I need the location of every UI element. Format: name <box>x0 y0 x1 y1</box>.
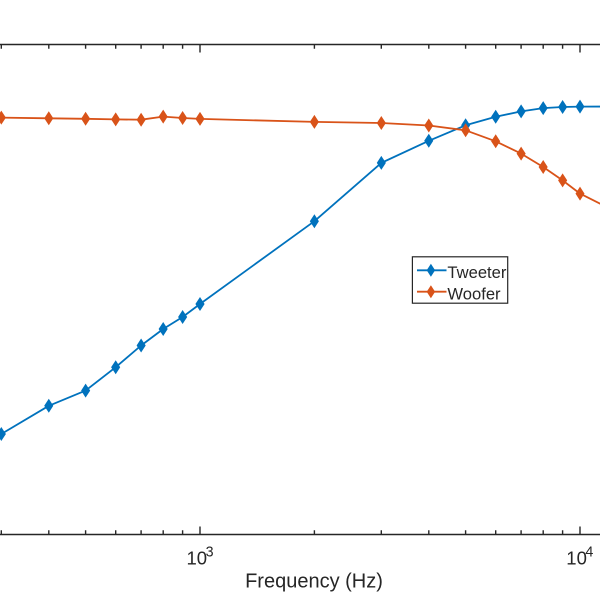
svg-text:10: 10 <box>187 548 208 569</box>
svg-text:Frequency (Hz): Frequency (Hz) <box>245 571 383 593</box>
svg-text:4: 4 <box>585 544 593 560</box>
svg-text:3: 3 <box>206 544 214 560</box>
svg-text:10: 10 <box>566 548 587 569</box>
svg-text:Woofer: Woofer <box>447 284 501 303</box>
svg-text:Tweeter: Tweeter <box>447 263 506 282</box>
